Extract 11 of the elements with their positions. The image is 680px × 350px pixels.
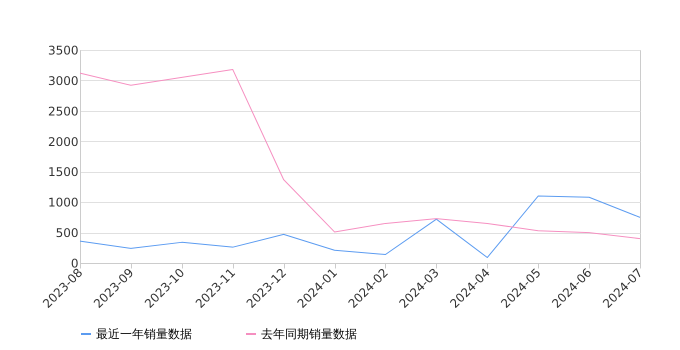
legend-label: 最近一年销量数据 xyxy=(96,327,192,341)
y-tick-label: 3000 xyxy=(48,74,78,88)
y-tick-label: 2000 xyxy=(48,134,78,149)
y-tick-label: 3500 xyxy=(48,44,78,58)
legend-label: 去年同期销量数据 xyxy=(261,327,357,341)
line-series xyxy=(80,68,640,240)
y-tick-label: 500 xyxy=(56,226,78,240)
y-tick-label: 2500 xyxy=(48,104,78,118)
y-tick-label: 1500 xyxy=(48,165,78,180)
line-series xyxy=(80,196,640,258)
y-tick-label: 1000 xyxy=(48,196,78,210)
